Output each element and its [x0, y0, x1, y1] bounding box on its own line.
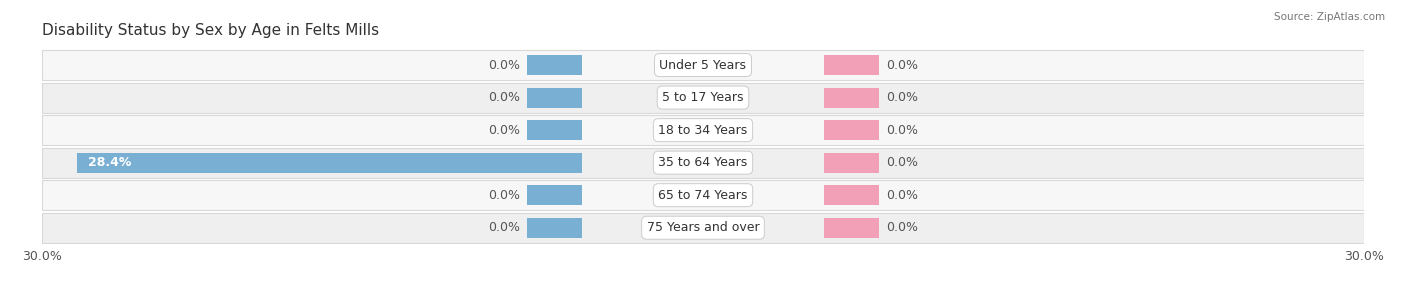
Bar	[42, 180, 1364, 210]
Bar	[527, 185, 582, 205]
Text: 18 to 34 Years: 18 to 34 Years	[658, 124, 748, 137]
Bar	[527, 55, 582, 75]
Text: 0.0%: 0.0%	[488, 59, 520, 72]
Text: Disability Status by Sex by Age in Felts Mills: Disability Status by Sex by Age in Felts…	[42, 23, 380, 38]
Text: 65 to 74 Years: 65 to 74 Years	[658, 189, 748, 202]
Bar	[824, 185, 879, 205]
Text: 0.0%: 0.0%	[886, 156, 918, 169]
Text: 0.0%: 0.0%	[886, 221, 918, 234]
Text: 5 to 17 Years: 5 to 17 Years	[662, 91, 744, 104]
Bar	[42, 115, 1364, 145]
Bar	[527, 218, 582, 238]
Text: 0.0%: 0.0%	[886, 189, 918, 202]
Bar	[824, 55, 879, 75]
Bar	[824, 88, 879, 108]
Bar	[527, 120, 582, 140]
Text: 0.0%: 0.0%	[886, 91, 918, 104]
Text: 28.4%: 28.4%	[89, 156, 132, 169]
Bar	[42, 83, 1364, 113]
Text: Source: ZipAtlas.com: Source: ZipAtlas.com	[1274, 12, 1385, 22]
Bar	[42, 213, 1364, 243]
Text: 0.0%: 0.0%	[488, 221, 520, 234]
Bar	[77, 152, 582, 173]
Bar	[824, 152, 879, 173]
Text: 0.0%: 0.0%	[488, 91, 520, 104]
Text: 0.0%: 0.0%	[488, 189, 520, 202]
Bar	[824, 120, 879, 140]
Bar	[527, 88, 582, 108]
Text: 35 to 64 Years: 35 to 64 Years	[658, 156, 748, 169]
Bar	[824, 218, 879, 238]
Text: 0.0%: 0.0%	[488, 124, 520, 137]
Bar	[42, 50, 1364, 80]
Text: 0.0%: 0.0%	[886, 124, 918, 137]
Text: 75 Years and over: 75 Years and over	[647, 221, 759, 234]
Text: Under 5 Years: Under 5 Years	[659, 59, 747, 72]
Text: 0.0%: 0.0%	[886, 59, 918, 72]
Bar	[42, 148, 1364, 178]
